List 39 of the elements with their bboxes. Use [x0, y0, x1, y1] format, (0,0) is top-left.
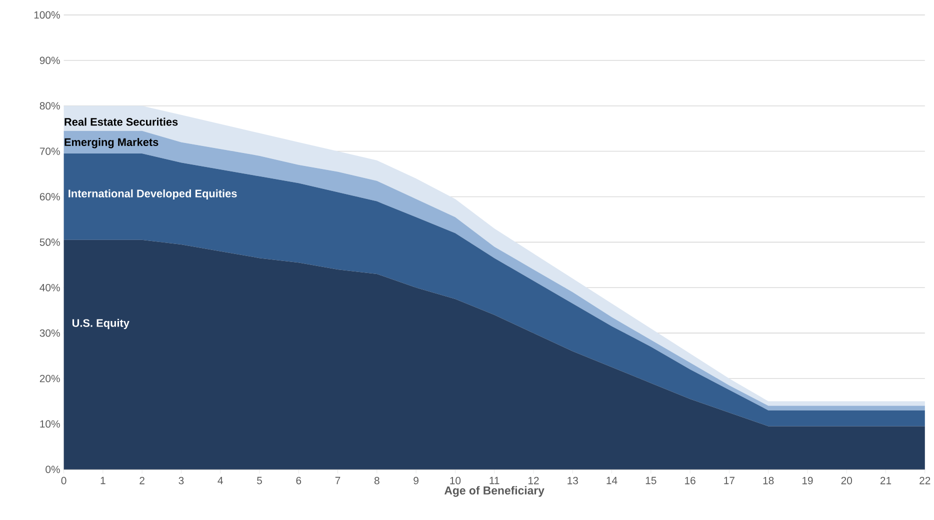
- series-label: U.S. Equity: [72, 318, 130, 329]
- y-tick-label: 30%: [40, 329, 60, 337]
- series-label: International Developed Equities: [68, 189, 237, 200]
- y-tick-label: 50%: [40, 238, 60, 246]
- x-tick-label: 20: [841, 476, 852, 484]
- x-tick-label: 11: [490, 476, 500, 484]
- x-tick-label: 1: [100, 476, 106, 484]
- y-tick-label: 60%: [40, 192, 60, 200]
- x-tick-label: 12: [528, 476, 539, 484]
- x-tick-label: 13: [568, 476, 578, 484]
- x-tick-label: 0: [61, 476, 66, 484]
- y-tick-label: 90%: [40, 56, 60, 64]
- x-tick-label: 16: [685, 476, 696, 484]
- y-tick-label: 100%: [34, 11, 60, 19]
- x-tick-label: 7: [335, 476, 340, 484]
- x-tick-label: 5: [257, 476, 262, 484]
- series-label: Emerging Markets: [64, 138, 158, 148]
- x-tick-label: 3: [178, 476, 184, 484]
- x-tick-label: 4: [218, 476, 223, 484]
- x-tick-label: 2: [140, 476, 144, 484]
- x-tick-label: 15: [646, 476, 656, 484]
- series-label: Real Estate Securities: [64, 118, 178, 126]
- x-tick-label: 18: [763, 476, 774, 484]
- y-tick-label: 40%: [40, 284, 60, 292]
- x-tick-label: 19: [802, 476, 813, 484]
- x-tick-label: 9: [414, 476, 418, 484]
- y-tick-label: 10%: [40, 420, 60, 428]
- y-tick-label: 0%: [46, 466, 60, 473]
- y-tick-label: 70%: [40, 147, 60, 155]
- x-tick-label: 17: [724, 476, 734, 484]
- y-tick-label: 80%: [40, 102, 60, 110]
- x-axis-title: Age of Beneficiary: [444, 486, 544, 497]
- x-tick-label: 6: [296, 476, 302, 484]
- x-tick-label: 8: [374, 476, 380, 484]
- x-tick-label: 14: [606, 476, 618, 484]
- y-tick-label: 20%: [40, 374, 60, 382]
- x-tick-label: 21: [880, 476, 892, 484]
- x-tick-label: 10: [450, 476, 461, 484]
- x-tick-label: 22: [920, 476, 930, 484]
